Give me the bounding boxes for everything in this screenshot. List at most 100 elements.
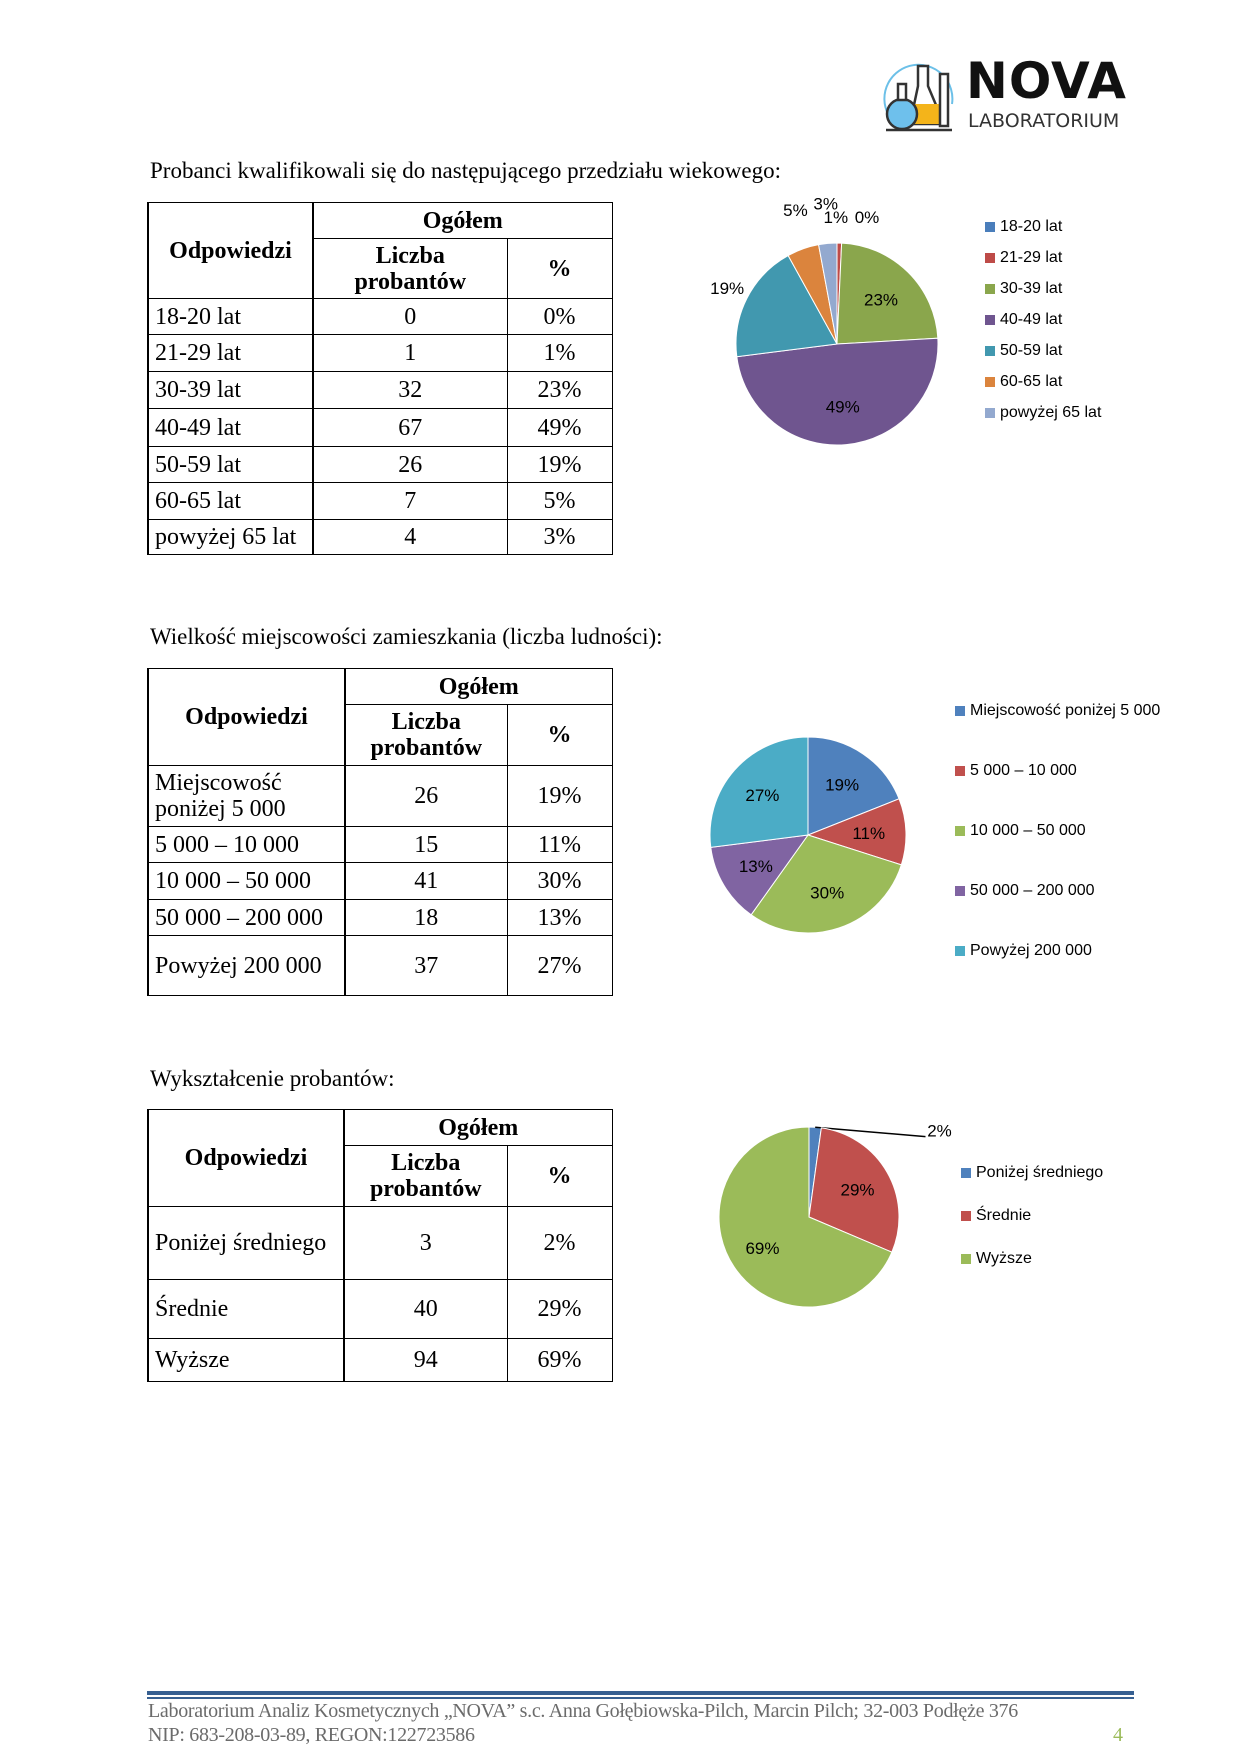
legend-swatch [985,377,995,387]
legend-swatch [985,222,995,232]
row-label: 10 000 – 50 000 [147,862,346,900]
row-percent: 19% [506,765,613,827]
header-total: Ogółem [344,668,613,705]
header-total: Ogółem [343,1109,613,1146]
table-row: 30-39 lat 32 23% [147,371,613,409]
table-row: 10 000 – 50 000 41 30% [147,862,613,900]
legend-label: 18-20 lat [1000,218,1063,235]
row-percent: 29% [506,1279,613,1339]
legend-label: Wyższe [976,1250,1032,1267]
leader-line [815,1126,926,1138]
pie-slice [735,254,838,358]
legend-item: 10 000 – 50 000 [955,822,1086,840]
header-count: Liczba probantów [343,1145,508,1207]
table-row: powyżej 65 lat 4 3% [147,519,613,555]
row-percent: 30% [506,862,613,900]
legend-swatch [955,706,965,716]
header-total: Ogółem [312,202,613,239]
legend-item: 50 000 – 200 000 [955,882,1095,900]
row-count: 18 [344,899,508,936]
pie-slice [808,1126,822,1218]
row-count: 26 [312,446,508,483]
row-percent: 11% [506,826,613,863]
pie-data-label: 30% [810,884,844,903]
row-count: 4 [312,519,508,555]
section-title: Probanci kwalifikowali się do następując… [150,158,782,183]
header-answers: Odpowiedzi [147,202,314,299]
page-number: 4 [1113,1724,1123,1746]
legend-label: Powyżej 200 000 [970,942,1092,959]
table-row: Średnie 40 29% [147,1279,613,1339]
row-count: 0 [312,298,508,335]
legend-label: 30-39 lat [1000,280,1063,297]
legend-item: 50-59 lat [985,342,1062,360]
legend-item: Poniżej średniego [961,1164,1103,1182]
pie-data-label: 19% [825,776,859,795]
pie-slice [718,1126,893,1308]
results-table: Odpowiedzi Ogółem Liczba probantów% Poniżej… [147,1109,613,1382]
row-label: 50 000 – 200 000 [147,899,346,936]
pie-data-label: 11% [852,824,885,843]
header-percent: % [506,238,613,299]
pie-data-label: 27% [745,786,779,805]
pie-data-label: 3% [813,194,838,213]
header-percent: % [506,1145,613,1207]
legend-item: 21-29 lat [985,249,1062,267]
pie-data-label: 13% [739,857,773,876]
header-percent: % [506,704,613,766]
row-label: 60-65 lat [147,482,314,520]
row-percent: 5% [506,482,613,520]
legend-swatch [955,886,965,896]
legend-label: 50-59 lat [1000,342,1063,359]
row-label: 21-29 lat [147,334,314,372]
pie-data-label: 49% [826,397,860,416]
row-percent: 27% [506,935,613,996]
row-percent: 1% [506,334,613,372]
legend-swatch [985,315,995,325]
legend-label: Średnie [976,1207,1032,1224]
row-percent: 49% [506,408,613,447]
pie-data-label: 2% [927,1122,952,1141]
pie-slice [836,242,939,345]
row-count: 67 [312,408,508,447]
row-percent: 2% [506,1206,613,1280]
row-count: 3 [343,1206,508,1280]
row-label: 30-39 lat [147,371,314,409]
logo-subtitle: LABORATORIUM [968,110,1120,132]
section-title: Wykształcenie probantów: [150,1066,395,1091]
legend-label: 60-65 lat [1000,373,1063,390]
row-label: Poniżej średniego [147,1206,345,1280]
legend-item: 5 000 – 10 000 [955,762,1077,780]
legend-item: 40-49 lat [985,311,1062,329]
table-row: 5 000 – 10 000 15 11% [147,826,613,863]
results-table: Odpowiedzi Ogółem Liczba probantów% 18-20 l… [147,202,613,555]
pie-slice [807,736,900,836]
row-count: 26 [344,765,508,827]
row-label: Wyższe [147,1338,345,1382]
header-answers: Odpowiedzi [147,1109,345,1207]
pie-slice [836,242,843,345]
header-count: Liczba probantów [312,238,508,299]
legend-label: 5 000 – 10 000 [970,762,1077,779]
row-label: Średnie [147,1279,345,1339]
legend-label: 50 000 – 200 000 [970,882,1095,899]
table-row: Wyższe 94 69% [147,1338,613,1382]
pie-slice [750,834,902,934]
row-count: 1 [312,334,508,372]
row-count: 41 [344,862,508,900]
table-row: 21-29 lat 1 1% [147,334,613,372]
legend-item: 30-39 lat [985,280,1062,298]
section-title: Wielkość miejscowości zamieszkania (licz… [150,624,663,649]
legend-swatch [985,253,995,263]
pie-slice [736,337,939,446]
lab-flasks-icon [883,63,954,132]
pie-slice [817,242,838,345]
legend-item: Miejscowość poniżej 5 000 [955,702,1160,720]
header-answers: Odpowiedzi [147,668,346,766]
header-count: Liczba probantów [344,704,508,766]
pie-slice [710,834,810,916]
row-percent: 3% [506,519,613,555]
table-row: 50 000 – 200 000 18 13% [147,899,613,936]
legend-swatch [961,1254,971,1264]
logo-name: NOVA [966,52,1128,110]
